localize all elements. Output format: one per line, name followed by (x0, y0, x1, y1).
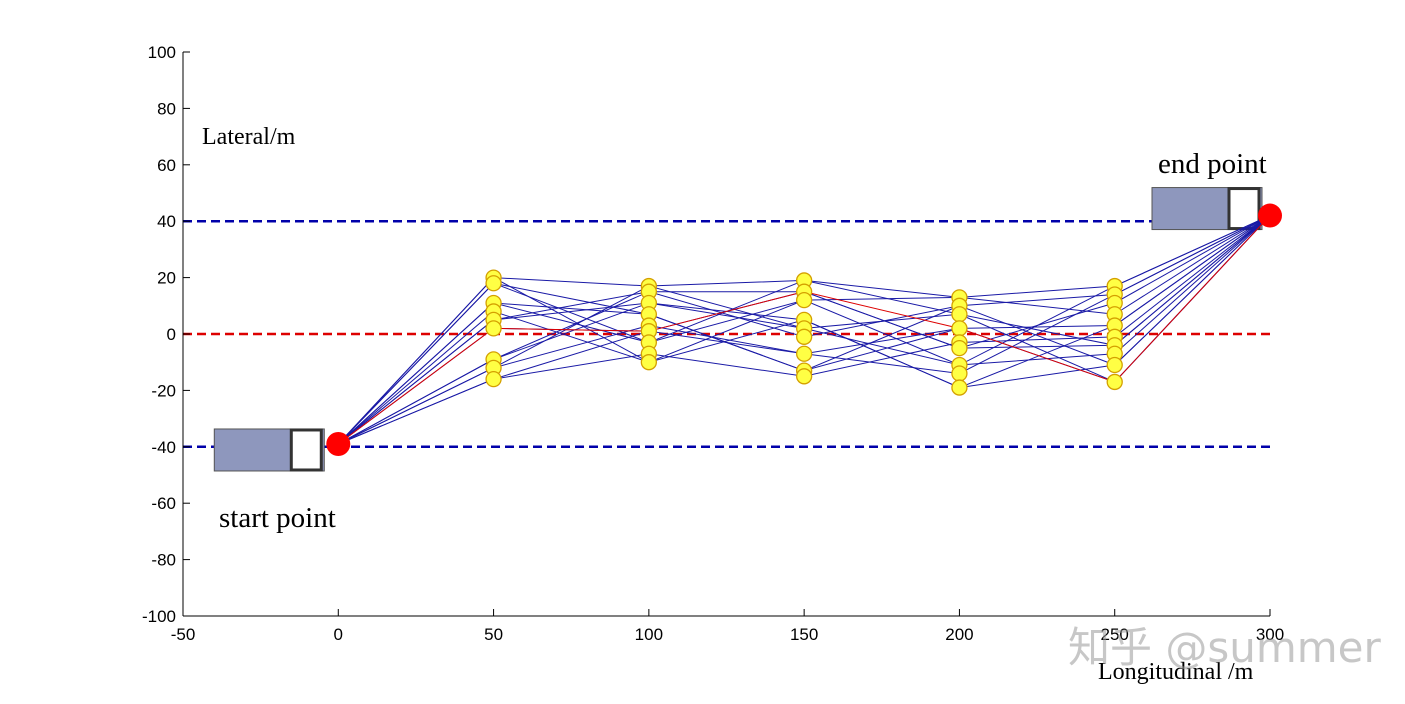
y-tick-label-5: 0 (167, 325, 176, 344)
x-tick-label-0: -50 (171, 625, 196, 644)
sample-point-200-5 (951, 339, 968, 357)
x-tick-label-6: 250 (1101, 625, 1129, 644)
y-tick-label-7: -40 (151, 438, 176, 457)
y-tick-label-8: -60 (151, 494, 176, 513)
sample-point-50-1 (485, 275, 502, 292)
axes (182, 51, 1271, 617)
sample-point-150-6 (795, 345, 813, 362)
x-tick-label-2: 50 (484, 625, 503, 644)
vehicles (213, 187, 1263, 472)
sample-point-200-7 (951, 365, 968, 382)
sample-point-200-8 (951, 379, 968, 396)
sample-point-250-9 (1106, 373, 1123, 391)
x-tick-label-7: 300 (1256, 625, 1284, 644)
watermark-text: 知乎 @summer (1068, 623, 1382, 672)
end-vehicle (1151, 187, 1263, 231)
sample-point-150-5 (795, 328, 813, 345)
sample-points (326, 203, 1282, 456)
sample-point-50-8 (485, 370, 502, 388)
x-tick-label-1: 0 (334, 625, 343, 644)
sample-point-100-8 (640, 354, 658, 371)
sample-point-250-8 (1106, 356, 1123, 374)
sample-point-50-5 (485, 320, 502, 337)
x-tick-label-3: 100 (635, 625, 663, 644)
x-axis-label: Longitudinal /m (1098, 659, 1254, 685)
x-tick-label-4: 150 (790, 625, 818, 644)
sample-point-150-2 (795, 292, 813, 309)
end-point-label: end point (1158, 148, 1267, 180)
y-tick-label-6: -20 (151, 381, 176, 400)
start-point-label: start point (219, 502, 336, 534)
start-vehicle (213, 428, 325, 472)
y-tick-label-2: 60 (157, 156, 176, 175)
y-tick-label-9: -80 (151, 551, 176, 570)
start-point-marker (326, 431, 351, 456)
sample-point-200-2 (951, 306, 968, 323)
y-tick-label-1: 80 (157, 99, 176, 118)
y-tick-label-3: 40 (157, 212, 176, 231)
reference-lines (183, 219, 1270, 449)
y-tick-label-4: 20 (157, 269, 176, 288)
end-point-marker (1258, 203, 1282, 228)
y-tick-label-10: -100 (142, 607, 176, 626)
tick-labels: -50 0 50 100 150 200 250 300100806040200-20-40-… (142, 43, 1284, 644)
sample-point-200-3 (951, 320, 968, 337)
sample-point-150-8 (795, 368, 813, 385)
y-axis-label: Lateral/m (202, 124, 296, 150)
y-tick-label-0: 100 (148, 43, 176, 62)
x-tick-label-5: 200 (945, 625, 973, 644)
start-vehicle-cab (289, 428, 323, 472)
end-vehicle-cab (1227, 187, 1261, 231)
